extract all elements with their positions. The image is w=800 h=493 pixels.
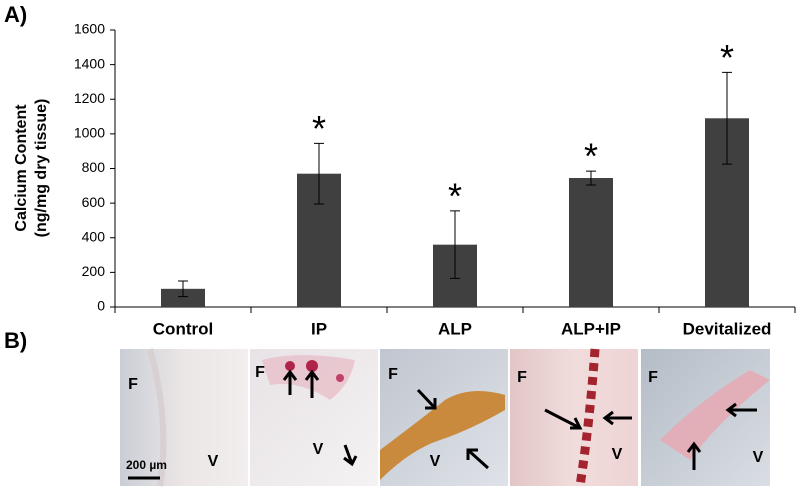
tissue bbox=[380, 391, 505, 480]
x-tick-label: ALP+IP bbox=[561, 319, 621, 338]
error-bar bbox=[586, 170, 596, 186]
micrographs bbox=[120, 348, 770, 487]
arrow bbox=[544, 408, 632, 430]
image-label: V bbox=[612, 446, 623, 463]
arrow bbox=[686, 402, 757, 470]
error-bar bbox=[450, 210, 460, 279]
y-axis-label: Calcium Content bbox=[13, 104, 30, 232]
image-label: V bbox=[313, 441, 324, 458]
stain bbox=[575, 348, 600, 487]
image-label: F bbox=[255, 364, 265, 381]
y-tick-label: 200 bbox=[82, 263, 106, 279]
y-tick-label: 1000 bbox=[74, 125, 105, 141]
image-label: V bbox=[208, 453, 219, 470]
significance-marker: * bbox=[312, 108, 326, 149]
tissue bbox=[147, 348, 167, 487]
scale-bar-label: 200 µm bbox=[126, 458, 167, 472]
y-tick-label: 600 bbox=[82, 194, 106, 210]
micrograph bbox=[120, 349, 248, 486]
y-tick-label: 1600 bbox=[74, 21, 105, 37]
y-tick-label: 1400 bbox=[74, 55, 105, 71]
error-bar bbox=[722, 71, 732, 165]
y-tick-label: 1200 bbox=[74, 90, 105, 106]
bar bbox=[161, 288, 205, 307]
image-label: F bbox=[517, 369, 527, 386]
image-label: F bbox=[388, 366, 398, 383]
stain bbox=[285, 361, 295, 371]
stain bbox=[660, 370, 770, 460]
image-label: V bbox=[753, 449, 764, 466]
significance-marker: * bbox=[720, 37, 734, 78]
panel-label: A) bbox=[4, 2, 27, 27]
error-bar bbox=[314, 142, 324, 205]
y-tick-label: 400 bbox=[82, 228, 106, 244]
significance-marker: * bbox=[584, 136, 598, 177]
image-label: V bbox=[430, 453, 441, 470]
bar bbox=[569, 178, 613, 307]
stain bbox=[336, 374, 344, 382]
y-tick-label: 800 bbox=[82, 159, 106, 175]
x-tick-label: IP bbox=[311, 319, 327, 338]
significance-marker: * bbox=[448, 175, 462, 216]
panel-label: B) bbox=[4, 328, 27, 353]
x-tick-label: Devitalized bbox=[683, 319, 772, 338]
y-tick-label: 0 bbox=[97, 298, 105, 314]
error-bar bbox=[178, 280, 188, 298]
image-label: F bbox=[648, 369, 658, 386]
arrow bbox=[416, 388, 490, 470]
arrow bbox=[282, 369, 358, 467]
stain bbox=[306, 360, 318, 372]
x-tick-label: Control bbox=[153, 319, 213, 338]
y-axis-label: (ng/mg dry tissue) bbox=[33, 99, 50, 238]
image-label: F bbox=[128, 376, 138, 393]
x-tick-label: ALP bbox=[438, 319, 472, 338]
